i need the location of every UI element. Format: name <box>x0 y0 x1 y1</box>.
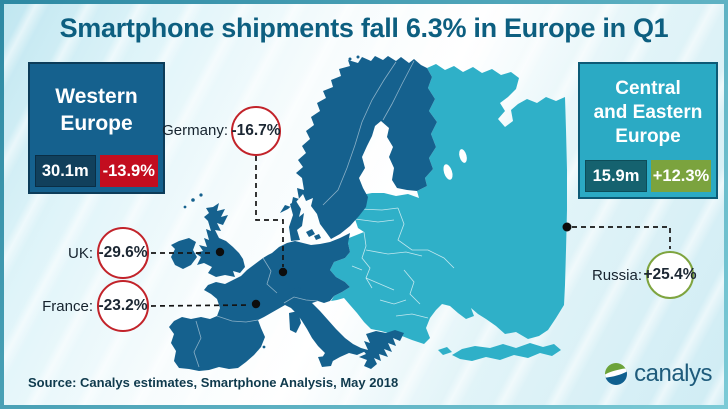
map-denmark <box>289 201 304 241</box>
western-europe-growth-badge: -13.9% <box>99 155 158 187</box>
canalys-logo: canalys <box>604 362 712 386</box>
uk-callout-label: UK: <box>67 245 93 262</box>
france-growth-circle: -23.2% <box>97 280 149 332</box>
russia-callout-label: Russia: <box>591 267 642 284</box>
map-marker-dot-russia <box>562 222 572 232</box>
russia-growth-circle: +25.4% <box>644 251 697 299</box>
france-callout-label: France: <box>42 298 93 315</box>
central-eastern-europe-name: Central and Eastern Europe <box>593 77 703 148</box>
germany-callout-label: Germany: <box>162 122 228 139</box>
uk-growth-circle: -29.6% <box>97 227 149 279</box>
canalys-wordmark: canalys <box>634 360 712 387</box>
central-eastern-europe-growth-badge: +12.3% <box>651 160 711 192</box>
central-eastern-europe-shipments-badge: 15.9m <box>585 160 647 192</box>
map-ireland <box>171 238 197 269</box>
map-marker-dot-france <box>251 299 261 309</box>
map-turkey <box>452 343 561 361</box>
callout-connector-russia <box>572 226 671 249</box>
western-europe-box: Western Europe 30.1m -13.9% <box>28 62 165 194</box>
map-marker-dot-germany <box>278 267 288 277</box>
source-note: Source: Canalys estimates, Smartphone An… <box>28 375 399 390</box>
page-title: Smartphone shipments fall 6.3% in Europe… <box>59 13 669 43</box>
western-europe-shipments-badge: 30.1m <box>35 155 96 187</box>
map-greece <box>359 330 404 369</box>
western-europe-name: Western Europe <box>55 84 138 135</box>
globe-icon <box>605 363 628 385</box>
map-marker-dot-uk <box>215 247 225 257</box>
map-sicily <box>318 355 335 367</box>
callout-connector-france <box>150 304 251 307</box>
germany-growth-circle: -16.7% <box>231 106 281 156</box>
central-eastern-europe-box: Central and Eastern Europe 15.9m +12.3% <box>578 62 718 199</box>
map-uk <box>195 203 245 277</box>
